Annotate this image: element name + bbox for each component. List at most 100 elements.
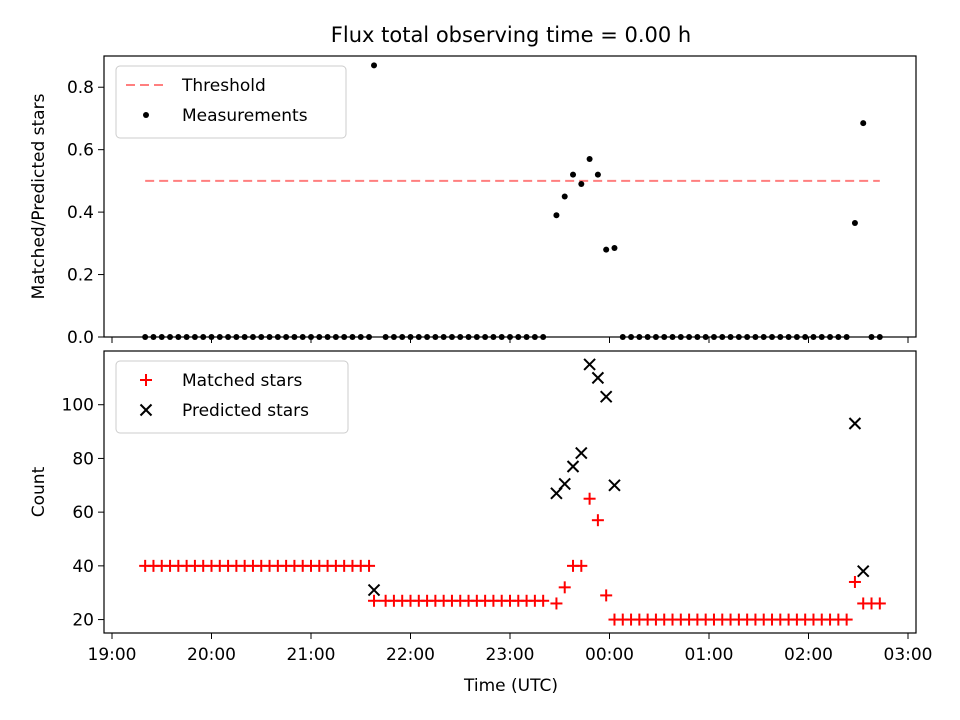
y-tick-label: 100 xyxy=(62,396,94,416)
top-panel: 0.0 0.2 0.4 0.6 0.8 Matched/Predicted stars Th… xyxy=(29,55,917,348)
measurement-point xyxy=(810,334,817,340)
measurement-point xyxy=(540,334,547,340)
measurement-point xyxy=(669,334,676,340)
measurement-point xyxy=(490,334,497,340)
y-tick-label: 0.0 xyxy=(67,328,94,348)
predicted-point-b xyxy=(367,583,381,597)
x-tick-label: 00:00 xyxy=(585,645,634,665)
matched-point xyxy=(140,374,152,386)
measurement-point xyxy=(515,334,522,340)
predicted-point xyxy=(566,460,580,473)
measurement-point xyxy=(175,334,182,340)
x-tick-label: 23:00 xyxy=(486,645,535,665)
measurement-point xyxy=(594,171,601,178)
predicted-point xyxy=(608,479,621,492)
bottom-panel: 20 40 60 80 100 19:00 20:00 21:00 22:00 23:00 00:0… xyxy=(29,350,933,665)
measurement-point xyxy=(316,334,323,340)
measurement-point xyxy=(200,334,207,340)
measurement-point xyxy=(448,334,455,340)
measurement-point xyxy=(628,334,635,340)
measurement-point xyxy=(191,334,198,340)
y-tick-label: 80 xyxy=(72,449,94,469)
measurement-point xyxy=(208,334,215,340)
x-tick-label: 21:00 xyxy=(287,645,336,665)
predicted-point xyxy=(591,371,605,385)
measurement-point xyxy=(399,334,406,340)
matched-point xyxy=(840,613,853,626)
x-tick-label: 20:00 xyxy=(187,645,236,665)
measurement-point xyxy=(457,334,464,340)
legend-box xyxy=(115,360,349,434)
x-tick-label: 03:00 xyxy=(884,645,933,665)
measurement-point xyxy=(570,171,577,178)
measurement-point xyxy=(241,334,248,340)
measurement-point xyxy=(677,334,684,340)
measurement-point xyxy=(868,334,875,340)
y-tick-label: 20 xyxy=(72,611,94,631)
measurement-point xyxy=(835,334,842,340)
predicted-point-b xyxy=(848,417,862,430)
measurement-point xyxy=(216,334,223,340)
measurement-point xyxy=(158,334,165,340)
series-measurements xyxy=(142,62,883,340)
x-tick-label: 02:00 xyxy=(784,645,833,665)
y-axis-title: Count xyxy=(29,466,49,517)
measurement-point xyxy=(498,334,505,340)
measurement-point xyxy=(473,334,480,340)
matched-point xyxy=(537,594,550,607)
measurement-point xyxy=(299,334,306,340)
measurement-point xyxy=(183,334,190,340)
measurement-point xyxy=(752,334,759,340)
measurement-point xyxy=(553,212,560,219)
measurement-point xyxy=(440,334,447,340)
measurement-point xyxy=(283,334,290,340)
measurement-point xyxy=(760,334,767,340)
measurement-point xyxy=(636,334,643,340)
predicted-point xyxy=(848,417,862,430)
measurement-point xyxy=(769,334,776,340)
series-matched-stars xyxy=(139,492,886,626)
y-tick-label: 0.8 xyxy=(67,78,94,98)
measurement-point xyxy=(465,334,472,340)
measurement-point xyxy=(702,334,709,340)
measurement-point xyxy=(710,334,717,340)
measurement-point xyxy=(561,193,568,200)
measurement-point xyxy=(586,156,593,163)
legend: Matched stars Predicted stars xyxy=(115,360,349,434)
measurement-point xyxy=(266,334,273,340)
measurement-point xyxy=(860,120,867,127)
x-tick-label: 19:00 xyxy=(88,645,137,665)
series-predicted-stars xyxy=(367,358,870,597)
measurement-point xyxy=(661,334,668,340)
measurement-point xyxy=(415,334,422,340)
measurement-point xyxy=(366,334,373,340)
measurement-point xyxy=(876,334,883,340)
matched-point xyxy=(591,514,604,527)
measurement-point xyxy=(652,334,659,340)
measurement-point xyxy=(349,334,356,340)
measurement-point xyxy=(735,334,742,340)
y-tick-label: 0.2 xyxy=(67,266,94,286)
predicted-point-b xyxy=(599,390,613,403)
predicted-point-b xyxy=(857,565,870,578)
predicted-point xyxy=(583,358,596,371)
legend-label: Measurements xyxy=(182,106,308,126)
matched-point xyxy=(873,597,886,610)
measurement-point xyxy=(644,334,651,340)
measurement-point xyxy=(432,334,439,340)
measurement-point xyxy=(785,334,792,340)
legend-label: Predicted stars xyxy=(182,401,309,421)
legend: Threshold Measurements xyxy=(115,65,347,139)
measurement-point xyxy=(686,334,693,340)
predicted-point xyxy=(599,390,613,403)
measurement-point xyxy=(603,246,610,253)
measurement-point xyxy=(827,334,834,340)
measurement-point xyxy=(744,334,751,340)
measurement-point xyxy=(233,334,240,340)
x-axis-title: Time (UTC) xyxy=(463,676,558,696)
measurement-point xyxy=(424,334,431,340)
predicted-point xyxy=(367,583,381,597)
measurement-point xyxy=(371,62,378,69)
predicted-point-b xyxy=(575,446,588,460)
